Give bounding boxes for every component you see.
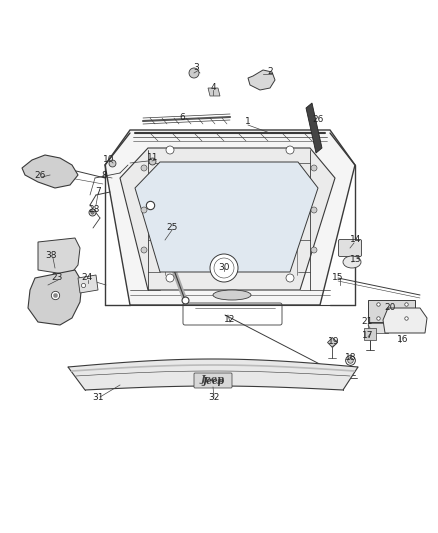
Text: 28: 28 [88, 205, 100, 214]
Text: 23: 23 [51, 273, 63, 282]
Text: 17: 17 [362, 332, 374, 341]
Circle shape [141, 165, 147, 171]
Polygon shape [248, 70, 275, 90]
Polygon shape [68, 359, 358, 390]
Circle shape [189, 68, 199, 78]
Polygon shape [135, 162, 318, 272]
Text: 7: 7 [95, 187, 101, 196]
Text: Jeep: Jeep [201, 376, 225, 384]
Circle shape [311, 247, 317, 253]
Circle shape [210, 254, 238, 282]
Polygon shape [38, 238, 80, 275]
Text: 4: 4 [210, 84, 216, 93]
Text: 26: 26 [34, 171, 46, 180]
Polygon shape [78, 275, 98, 293]
Text: 26: 26 [312, 116, 324, 125]
Text: 11: 11 [147, 154, 159, 163]
Polygon shape [28, 270, 82, 325]
Text: 12: 12 [224, 316, 236, 325]
Circle shape [311, 207, 317, 213]
Polygon shape [208, 88, 220, 96]
Circle shape [311, 165, 317, 171]
Polygon shape [364, 328, 376, 340]
Text: 14: 14 [350, 236, 362, 245]
FancyBboxPatch shape [339, 239, 361, 256]
Text: 2: 2 [267, 68, 273, 77]
Text: 31: 31 [92, 393, 104, 402]
Polygon shape [383, 308, 427, 333]
Circle shape [286, 146, 294, 154]
Circle shape [141, 247, 147, 253]
Circle shape [286, 274, 294, 282]
Polygon shape [368, 323, 388, 333]
Text: 3: 3 [193, 63, 199, 72]
Text: 30: 30 [218, 263, 230, 272]
Text: Jeep: Jeep [202, 376, 224, 385]
Text: 19: 19 [328, 337, 340, 346]
Polygon shape [120, 148, 335, 290]
Text: 6: 6 [179, 114, 185, 123]
Text: 8: 8 [101, 171, 107, 180]
Polygon shape [306, 103, 322, 153]
Text: 13: 13 [350, 254, 362, 263]
Text: 1: 1 [245, 117, 251, 126]
Ellipse shape [343, 256, 361, 268]
Polygon shape [22, 155, 78, 188]
Text: 18: 18 [345, 352, 357, 361]
Text: 10: 10 [103, 156, 115, 165]
Polygon shape [105, 130, 355, 305]
Text: 16: 16 [397, 335, 409, 344]
Text: 20: 20 [384, 303, 396, 311]
Text: 32: 32 [208, 393, 220, 402]
Circle shape [141, 207, 147, 213]
Text: 38: 38 [45, 251, 57, 260]
Text: 25: 25 [166, 223, 178, 232]
Ellipse shape [213, 290, 251, 300]
Polygon shape [368, 300, 415, 322]
FancyBboxPatch shape [194, 373, 232, 388]
Circle shape [166, 274, 174, 282]
Text: 21: 21 [361, 318, 373, 327]
Text: 24: 24 [81, 273, 92, 282]
Text: 15: 15 [332, 272, 344, 281]
Circle shape [166, 146, 174, 154]
